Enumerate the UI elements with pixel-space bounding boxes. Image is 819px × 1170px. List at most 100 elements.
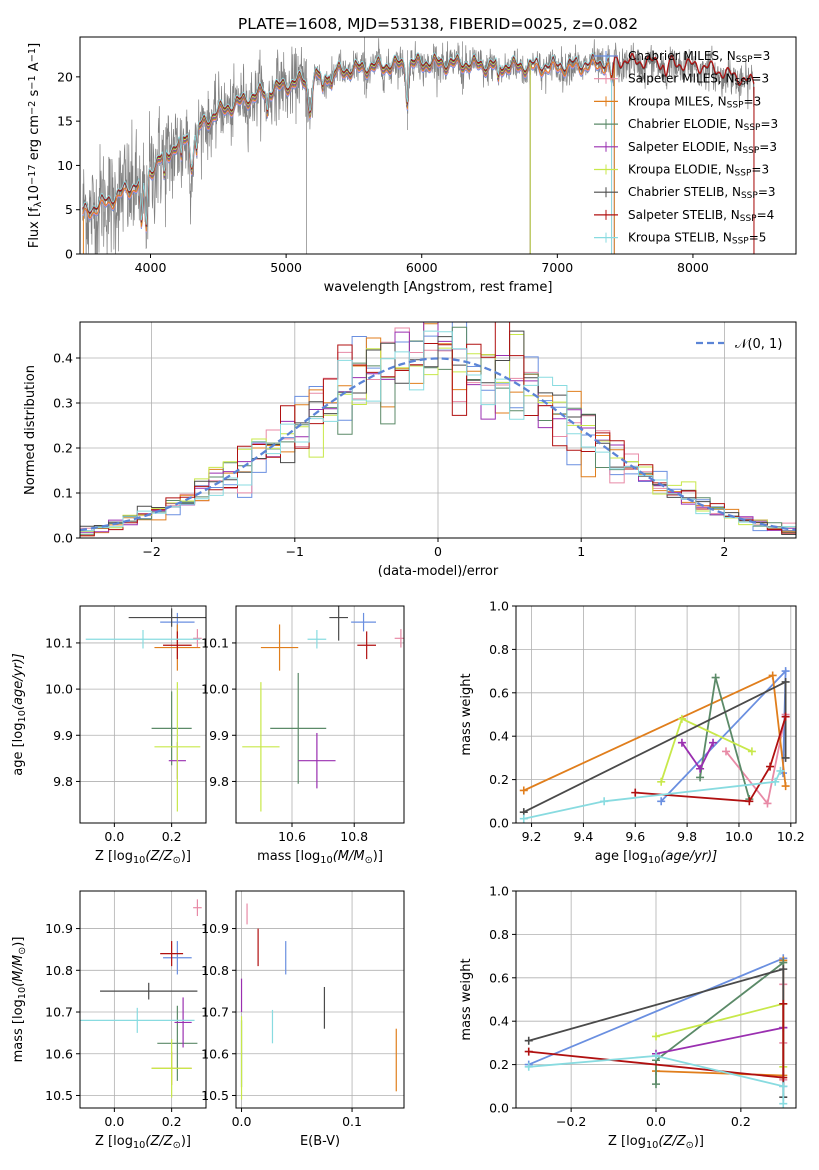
y-tick-label: 0.4 — [489, 729, 509, 744]
errorbar-point-salpeter-stelib — [163, 631, 192, 660]
x-tick-label: 1 — [577, 544, 585, 559]
y-tick-label: 0 — [65, 247, 73, 262]
errorbar-point-chabrier-stelib — [329, 606, 348, 641]
y-axis-label: mass [log10(M/M⊙)] — [11, 937, 28, 1063]
plus-marker — [524, 1062, 533, 1071]
model-line-kroupa-stelib — [82, 52, 613, 225]
y-axis-label: Flux [fλ10−17 erg cm−2 s−1 A−1] — [27, 43, 44, 248]
errorbar-point-salpeter-elodie — [174, 997, 192, 1048]
histogram-kroupa-stelib — [80, 330, 796, 534]
errorbar-point-chabrier-stelib — [100, 982, 198, 1000]
x-axis-label: Z [log10(Z/Z⊙)] — [95, 1134, 191, 1151]
legend-label: Kroupa ELODIE, NSSP=3 — [628, 163, 769, 179]
plus-marker — [652, 1032, 660, 1041]
age-mass-panel: 10.6 10.8 9.8 9.9 10.0 10.1 mass [log10(M/M⊙)] — [201, 605, 405, 866]
y-tick-label: 10.8 — [45, 963, 73, 978]
y-tick-label: 10 — [57, 158, 73, 173]
errorbar-point-chabrier-stelib — [128, 608, 206, 627]
x-tick-label: 7000 — [541, 260, 573, 275]
legend-label: Chabrier STELIB, NSSP=3 — [628, 185, 776, 201]
gaussian-curve — [80, 357, 796, 532]
weight-series-salpeter-stelib — [631, 712, 790, 806]
x-tick-label: 9.6 — [625, 829, 645, 844]
y-tick-label: 5 — [65, 202, 73, 217]
plus-marker — [781, 712, 790, 721]
y-tick-label: 15 — [57, 114, 73, 129]
plus-marker — [779, 1082, 788, 1091]
y-tick-label: 10.5 — [45, 1088, 73, 1103]
y-tick-label: 10.5 — [201, 1088, 229, 1103]
y-tick-label: 10.0 — [201, 682, 229, 697]
weight-series-kroupa-elodie — [657, 714, 756, 786]
x-tick-label: 0.0 — [232, 1114, 252, 1129]
x-tick-label: −0.2 — [556, 1114, 586, 1129]
plus-marker — [652, 1051, 660, 1060]
axes-frame — [515, 605, 797, 824]
y-axis-label: mass weight — [459, 673, 474, 755]
plus-marker — [524, 1036, 533, 1045]
figure-title: PLATE=1608, MJD=53138, FIBERID=0025, z=0… — [238, 15, 638, 33]
y-axis-label: mass weight — [459, 958, 474, 1040]
weight-series-salpeter-elodie — [652, 1023, 788, 1058]
legend-label: Chabrier MILES, NSSP=3 — [628, 49, 770, 65]
plus-marker — [776, 766, 785, 775]
plus-marker — [519, 786, 528, 795]
plus-marker — [781, 667, 790, 676]
weight-series-chabrier-elodie — [652, 958, 788, 1089]
y-tick-label: 0.2 — [53, 441, 73, 456]
y-tick-label: 1.0 — [489, 599, 509, 614]
x-tick-label: −2 — [142, 544, 160, 559]
x-tick-label: 10.0 — [725, 829, 753, 844]
x-axis-label: E(B-V) — [300, 1134, 340, 1149]
plus-marker — [779, 1099, 788, 1108]
plus-marker — [711, 673, 720, 682]
plus-marker — [781, 677, 790, 686]
y-tick-label: 0.2 — [489, 772, 509, 787]
errorbar-point-salpeter-elodie — [298, 732, 336, 789]
y-tick-label: 0.2 — [489, 1057, 509, 1072]
y-tick-label: 0.0 — [53, 531, 73, 546]
weight-series-chabrier-stelib — [519, 677, 790, 817]
plus-marker — [657, 777, 666, 786]
errorbar-point-salpeter-miles — [193, 899, 202, 917]
x-tick-label: 10.2 — [777, 829, 805, 844]
plus-marker — [766, 762, 775, 771]
axes-frame — [79, 890, 207, 1109]
y-tick-label: 0.4 — [489, 1014, 509, 1029]
errorbar-point-salpeter-stelib — [160, 941, 184, 967]
errorbar-point-salpeter-stelib — [357, 631, 376, 660]
weight-series-kroupa-stelib — [524, 1051, 788, 1108]
x-axis-label: Z [log10(Z/Z⊙)] — [95, 849, 191, 866]
legend-label: 𝒩(0, 1) — [735, 337, 782, 352]
errorbar-point-salpeter-miles — [193, 629, 202, 648]
y-tick-label: 0.1 — [53, 486, 73, 501]
plus-marker — [768, 671, 777, 680]
plus-marker — [657, 797, 666, 806]
y-tick-label: 9.9 — [53, 728, 73, 743]
plus-marker — [677, 714, 686, 723]
axes-frame — [235, 890, 405, 1109]
x-tick-label: 0 — [434, 544, 442, 559]
x-tick-label: 8000 — [677, 260, 709, 275]
y-axis-label: Normed distribution — [23, 365, 38, 495]
y-tick-label: 10.6 — [201, 1046, 229, 1061]
y-tick-label: 9.9 — [209, 728, 229, 743]
x-tick-label: 5000 — [270, 260, 302, 275]
errorbar-point-chabrier-elodie — [151, 691, 192, 766]
errorbar-point-chabrier-elodie — [157, 1005, 198, 1081]
y-tick-label: 0.4 — [53, 351, 73, 366]
x-tick-label: 0.2 — [162, 1114, 182, 1129]
plus-marker — [779, 1073, 788, 1082]
y-tick-label: 0.6 — [489, 685, 509, 700]
y-tick-label: 10.8 — [201, 963, 229, 978]
plus-marker — [696, 764, 705, 773]
weight-series-kroupa-stelib — [519, 766, 785, 823]
weight-series-salpeter-elodie — [677, 738, 718, 773]
mass-z-panel: 0.0 0.2 10.5 10.6 10.7 10.8 10.9 Z [log10(Z/Z⊙)… — [11, 890, 207, 1151]
plus-marker — [771, 777, 780, 786]
plus-marker — [600, 797, 609, 806]
legend-label: Salpeter STELIB, NSSP=4 — [628, 208, 774, 224]
errorbar-point-kroupa-elodie — [154, 682, 201, 812]
weight-series-chabrier-elodie — [696, 673, 754, 804]
